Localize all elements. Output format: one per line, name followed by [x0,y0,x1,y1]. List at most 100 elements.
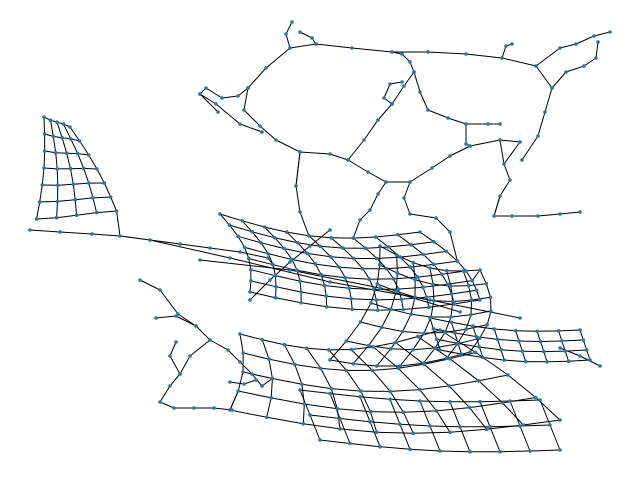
graph-node [411,260,416,265]
graph-edge [502,402,524,426]
graph-node [313,262,318,266]
graph-node [158,400,162,404]
graph-edge [595,41,599,59]
graph-edge [237,87,249,97]
graph-node [266,256,270,260]
graph-edge [391,85,405,105]
graph-edge [306,347,329,351]
graph-edge [395,273,398,292]
graph-node [461,269,466,273]
graph-edge [386,268,395,280]
graph-edge [436,410,451,433]
graph-node [271,262,275,267]
graph-node [372,287,376,292]
graph-node [502,162,506,166]
graph-node [282,342,287,347]
graph-edge [360,321,382,328]
graph-edge [565,65,585,73]
graph-edge [518,340,541,342]
graph-node [428,316,432,320]
graph-edge [497,338,520,342]
graph-node [349,347,353,352]
graph-edge [423,357,447,364]
graph-node [298,388,302,392]
graph-edge [149,239,231,259]
graph-edge [301,291,327,297]
graph-edge [239,333,244,354]
graph-node [242,108,246,112]
graph-edge [469,402,503,409]
graph-node [608,30,612,34]
graph-node [348,441,352,446]
graph-node [521,423,526,427]
graph-node [453,331,457,335]
graph-node [538,339,543,344]
graph-edge [468,285,473,301]
graph-node [408,60,412,64]
graph-node [250,372,254,376]
graph-edge [360,390,371,412]
graph-node [428,424,432,428]
graph-node [510,42,514,46]
graph-edge [565,349,587,352]
graph-node [416,334,420,339]
graph-edge [396,254,398,274]
graph-edge [465,314,472,330]
graph-node [426,108,430,112]
graph-node [308,413,312,417]
graph-node [178,242,182,246]
graph-edge [543,350,566,353]
graph-node [300,382,304,387]
graph-node [328,280,332,284]
graph-edge [399,256,411,268]
graph-edge [328,349,347,371]
graph-node [249,267,253,272]
graph-edge [337,408,371,413]
graph-edge [319,439,351,444]
graph-edge [229,409,267,418]
graph-node [208,246,212,250]
graph-node [168,354,172,358]
graph-edge [339,418,371,423]
graph-edge [400,254,424,258]
graph-node [322,283,327,288]
graph-node [498,449,502,454]
graph-edge [359,209,371,221]
graph-edge [294,364,303,385]
graph-node [536,214,540,218]
graph-edge [66,153,71,169]
graph-edge [268,358,295,365]
graph-edge [450,285,469,287]
graph-edge [285,21,293,35]
graph-edge [155,315,177,319]
graph-node [550,86,554,90]
graph-edge [209,339,229,351]
graph-node [42,132,47,136]
graph-edge [286,231,309,237]
graph-node [469,312,473,317]
graph-edge [369,421,381,447]
graph-node [335,407,340,411]
graph-node [269,396,274,400]
graph-node [400,80,404,84]
graph-edge [330,256,340,268]
graph-node [273,273,278,278]
graph-node [517,339,521,343]
graph-node [498,122,502,126]
graph-edge [259,125,277,141]
graph-edge [452,299,472,302]
graph-edge [44,150,56,154]
graph-edge [436,339,441,351]
graph-edge [229,257,331,283]
graph-node [260,337,265,342]
graph-edge [372,367,399,371]
graph-node [578,354,582,358]
graph-node [260,130,264,134]
graph-edge [272,264,298,271]
graph-edge [345,277,370,280]
graph-edge [399,349,414,367]
graph-edge [299,31,313,39]
graph-node [394,289,398,294]
graph-node [563,349,567,353]
